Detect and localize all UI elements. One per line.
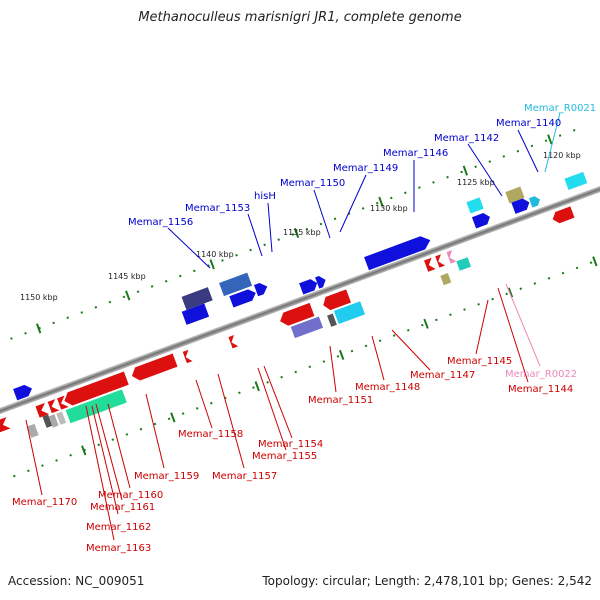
gene-arrow — [446, 250, 457, 264]
gene-label-memar-1146: Memar_1146 — [383, 148, 448, 159]
gene-arrow — [505, 186, 525, 204]
gene-arrow — [528, 196, 541, 208]
gene-arrow — [315, 275, 326, 289]
gene-arrow — [456, 257, 472, 271]
gene-arrow — [333, 301, 366, 325]
gene-arrow — [64, 371, 129, 406]
scale-label-1125: 1125 kbp — [457, 178, 495, 187]
gene-label-memar-1144: Memar_1144 — [508, 384, 573, 395]
gene-arrow — [564, 171, 588, 191]
gene-label-memar-1148: Memar_1148 — [355, 382, 420, 393]
gene-arrow — [253, 282, 268, 297]
gene-arrow — [435, 254, 446, 268]
gene-arrow — [131, 353, 178, 381]
gene-arrow — [0, 417, 11, 434]
gene-arrow — [56, 411, 67, 425]
lower-callouts — [25, 283, 541, 541]
upper-labels: Memar_1156 Memar_1153 hisH Memar_1150 Me… — [128, 103, 596, 228]
scale-label-1135: 1135 kbp — [283, 228, 321, 237]
gene-arrow — [471, 213, 490, 229]
gene-arrow — [466, 197, 484, 214]
scale-label-1130: 1130 kbp — [370, 204, 408, 213]
gene-label-memar-1154: Memar_1154 — [258, 439, 323, 450]
gene-label-memar-1147: Memar_1147 — [410, 370, 475, 381]
gene-arrow — [35, 402, 50, 418]
gene-label-memar-1163: Memar_1163 — [86, 543, 151, 554]
gene-label-memar-1170: Memar_1170 — [12, 497, 77, 508]
scale-labels: 1150 kbp 1145 kbp 1140 kbp 1135 kbp 1130… — [20, 151, 581, 302]
gene-arrow — [552, 206, 575, 224]
scale-label-1120: 1120 kbp — [543, 151, 581, 160]
gene-arrow — [323, 289, 352, 311]
gene-label-memar-1157: Memar_1157 — [212, 471, 277, 482]
upper-scale-line — [0, 124, 588, 356]
gene-label-memar-1162: Memar_1162 — [86, 522, 151, 533]
gene-arrow — [57, 395, 69, 410]
gene-arrow — [181, 287, 213, 311]
gene-arrow — [181, 303, 210, 325]
gene-arrow — [229, 289, 256, 308]
gene-arrow — [511, 198, 530, 214]
forward-genes — [13, 171, 588, 401]
gene-label-memar-1161: Memar_1161 — [90, 502, 155, 513]
gene-arrow — [440, 273, 452, 286]
gene-arrow — [299, 279, 318, 295]
gene-label-memar-1145: Memar_1145 — [447, 356, 512, 367]
map-title: Methanoculleus marisnigri JR1, complete … — [138, 10, 462, 25]
gene-arrow — [47, 399, 60, 414]
lower-scale-line — [13, 246, 600, 478]
gene-arrow — [48, 414, 59, 428]
accession-text: Accession: NC_009051 — [8, 574, 145, 588]
gene-arrow — [13, 384, 33, 401]
gene-arrow — [219, 272, 253, 297]
gene-label-memar-1158: Memar_1158 — [178, 429, 243, 440]
topology-text: Topology: circular; Length: 2,478,101 bp… — [262, 574, 592, 588]
gene-label-memar-1155: Memar_1155 — [252, 451, 317, 462]
scale-label-1145: 1145 kbp — [108, 272, 146, 281]
scale-major-ticks — [35, 134, 598, 456]
gene-arrow — [327, 313, 337, 327]
gene-arrow — [228, 335, 239, 349]
gene-label-memar-1159: Memar_1159 — [134, 471, 199, 482]
gene-label-memar-1156: Memar_1156 — [128, 217, 193, 228]
gene-label-hish: hisH — [254, 191, 276, 202]
gene-label-memar-1160: Memar_1160 — [98, 490, 163, 501]
gene-arrow — [182, 349, 193, 364]
gene-arrow — [26, 423, 39, 438]
scale-label-1150: 1150 kbp — [20, 293, 58, 302]
scale-label-1140: 1140 kbp — [196, 250, 234, 259]
gene-label-memar-r0022: Memar_R0022 — [505, 369, 577, 380]
gene-arrow — [280, 302, 315, 326]
gene-arrow — [290, 316, 324, 339]
gene-label-memar-1149: Memar_1149 — [333, 163, 398, 174]
gene-arrow — [364, 236, 431, 271]
genome-backbone — [0, 172, 600, 428]
gene-label-memar-1151: Memar_1151 — [308, 395, 373, 406]
upper-callouts — [167, 112, 561, 269]
gene-label-memar-1150: Memar_1150 — [280, 178, 345, 189]
gene-label-memar-1142: Memar_1142 — [434, 133, 499, 144]
gene-label-memar-1140: Memar_1140 — [496, 118, 561, 129]
gene-label-memar-r0021: Memar_R0021 — [524, 103, 596, 114]
gene-label-memar-1153: Memar_1153 — [185, 203, 250, 214]
lower-labels: Memar_1170 Memar_1160 Memar_1161 Memar_1… — [12, 356, 577, 554]
gene-arrow — [42, 414, 53, 428]
gene-arrow — [424, 257, 436, 272]
